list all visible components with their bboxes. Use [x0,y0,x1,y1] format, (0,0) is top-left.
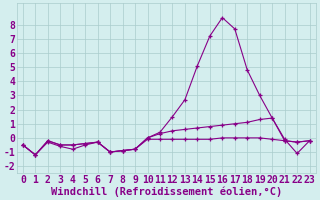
X-axis label: Windchill (Refroidissement éolien,°C): Windchill (Refroidissement éolien,°C) [51,186,282,197]
